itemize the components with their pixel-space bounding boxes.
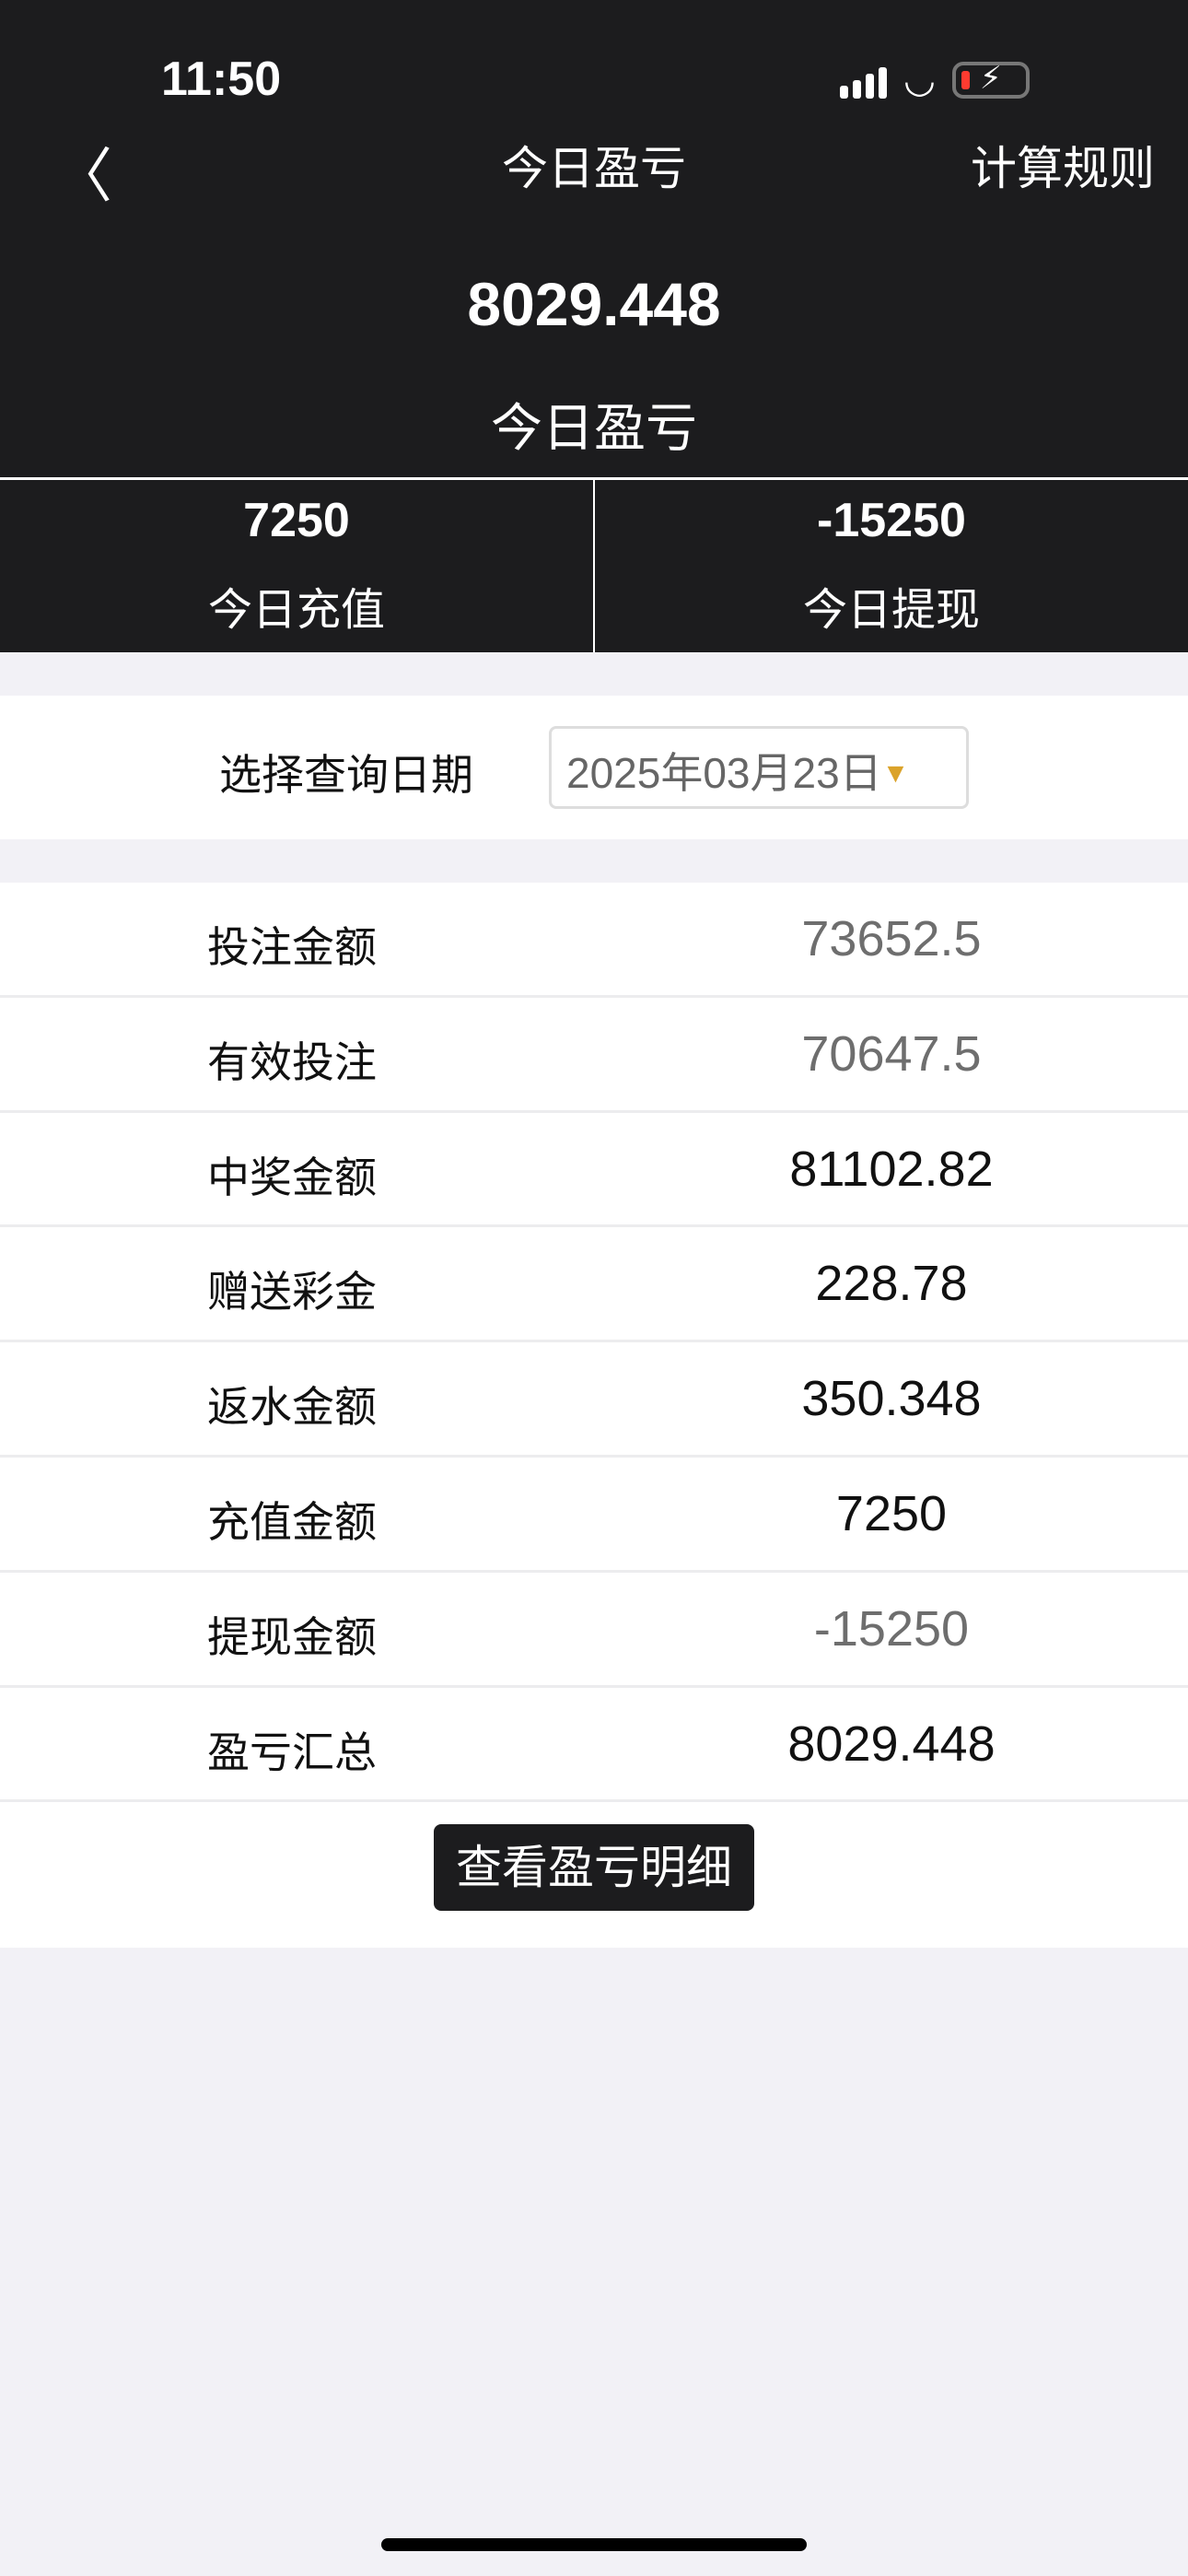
row-value: 7250 bbox=[835, 1485, 948, 1541]
row-label: 投注金额 bbox=[207, 923, 377, 971]
today-withdraw-label: 今日提现 bbox=[802, 586, 980, 635]
row-value: 228.78 bbox=[815, 1256, 968, 1312]
divider bbox=[593, 480, 595, 652]
battery-icon bbox=[951, 60, 1030, 99]
row-value: 8029.448 bbox=[787, 1715, 996, 1772]
header: 11:50 ◡ 〈 今日盈亏 计算规则 8029.448 今日盈亏 7250 今… bbox=[0, 0, 1188, 652]
today-profit-value: 8029.448 bbox=[467, 270, 721, 338]
table-row: 盈亏汇总 8029.448 bbox=[0, 1688, 1188, 1803]
view-profit-detail-button[interactable]: 查看盈亏明细 bbox=[434, 1824, 754, 1912]
row-value: 70647.5 bbox=[801, 1025, 982, 1082]
today-withdraw-value: -15250 bbox=[817, 494, 966, 547]
table-row: 赠送彩金 228.78 bbox=[0, 1227, 1188, 1343]
row-label: 盈亏汇总 bbox=[207, 1727, 377, 1776]
status-icons: ◡ bbox=[840, 57, 1030, 103]
row-label: 提现金额 bbox=[207, 1612, 377, 1661]
date-query-row: 选择查询日期 2025年03月23日▼ bbox=[0, 696, 1188, 839]
calculation-rules-link[interactable]: 计算规则 bbox=[971, 143, 1155, 194]
table-row: 中奖金额 81102.82 bbox=[0, 1113, 1188, 1228]
wifi-icon: ◡ bbox=[903, 60, 936, 100]
date-query-label: 选择查询日期 bbox=[219, 751, 473, 799]
back-chevron-icon[interactable]: 〈 bbox=[53, 143, 112, 209]
home-indicator[interactable] bbox=[381, 2538, 807, 2551]
today-recharge-value: 7250 bbox=[243, 494, 350, 547]
today-profit-label: 今日盈亏 bbox=[491, 399, 697, 457]
dropdown-arrow-icon: ▼ bbox=[881, 758, 910, 789]
table-row: 充值金额 7250 bbox=[0, 1458, 1188, 1573]
row-label: 有效投注 bbox=[207, 1037, 377, 1086]
profit-breakdown-table: 投注金额 73652.5 有效投注 70647.5 中奖金额 81102.82 赠送彩金 22… bbox=[0, 883, 1188, 1949]
today-recharge-label: 今日充值 bbox=[207, 586, 385, 635]
today-withdraw-stat: -15250 今日提现 bbox=[595, 488, 1188, 638]
date-value: 2025年03月23日 bbox=[566, 749, 882, 797]
table-row: 返水金额 350.348 bbox=[0, 1342, 1188, 1458]
row-value: 81102.82 bbox=[789, 1141, 994, 1197]
row-value: 350.348 bbox=[801, 1371, 982, 1427]
row-label: 返水金额 bbox=[207, 1383, 377, 1432]
status-time: 11:50 bbox=[161, 53, 282, 106]
today-recharge-stat: 7250 今日充值 bbox=[0, 488, 593, 638]
page-title: 今日盈亏 bbox=[502, 143, 686, 194]
table-row: 投注金额 73652.5 bbox=[0, 883, 1188, 998]
divider bbox=[0, 477, 1188, 480]
table-row: 提现金额 -15250 bbox=[0, 1573, 1188, 1688]
date-select[interactable]: 2025年03月23日▼ bbox=[549, 726, 969, 809]
row-value: -15250 bbox=[813, 1600, 970, 1657]
row-value: 73652.5 bbox=[801, 911, 982, 966]
signal-icon bbox=[840, 62, 887, 99]
button-row: 查看盈亏明细 bbox=[0, 1802, 1188, 1948]
row-label: 中奖金额 bbox=[207, 1153, 377, 1201]
row-label: 赠送彩金 bbox=[207, 1268, 377, 1317]
table-row: 有效投注 70647.5 bbox=[0, 998, 1188, 1113]
row-label: 充值金额 bbox=[207, 1497, 377, 1546]
